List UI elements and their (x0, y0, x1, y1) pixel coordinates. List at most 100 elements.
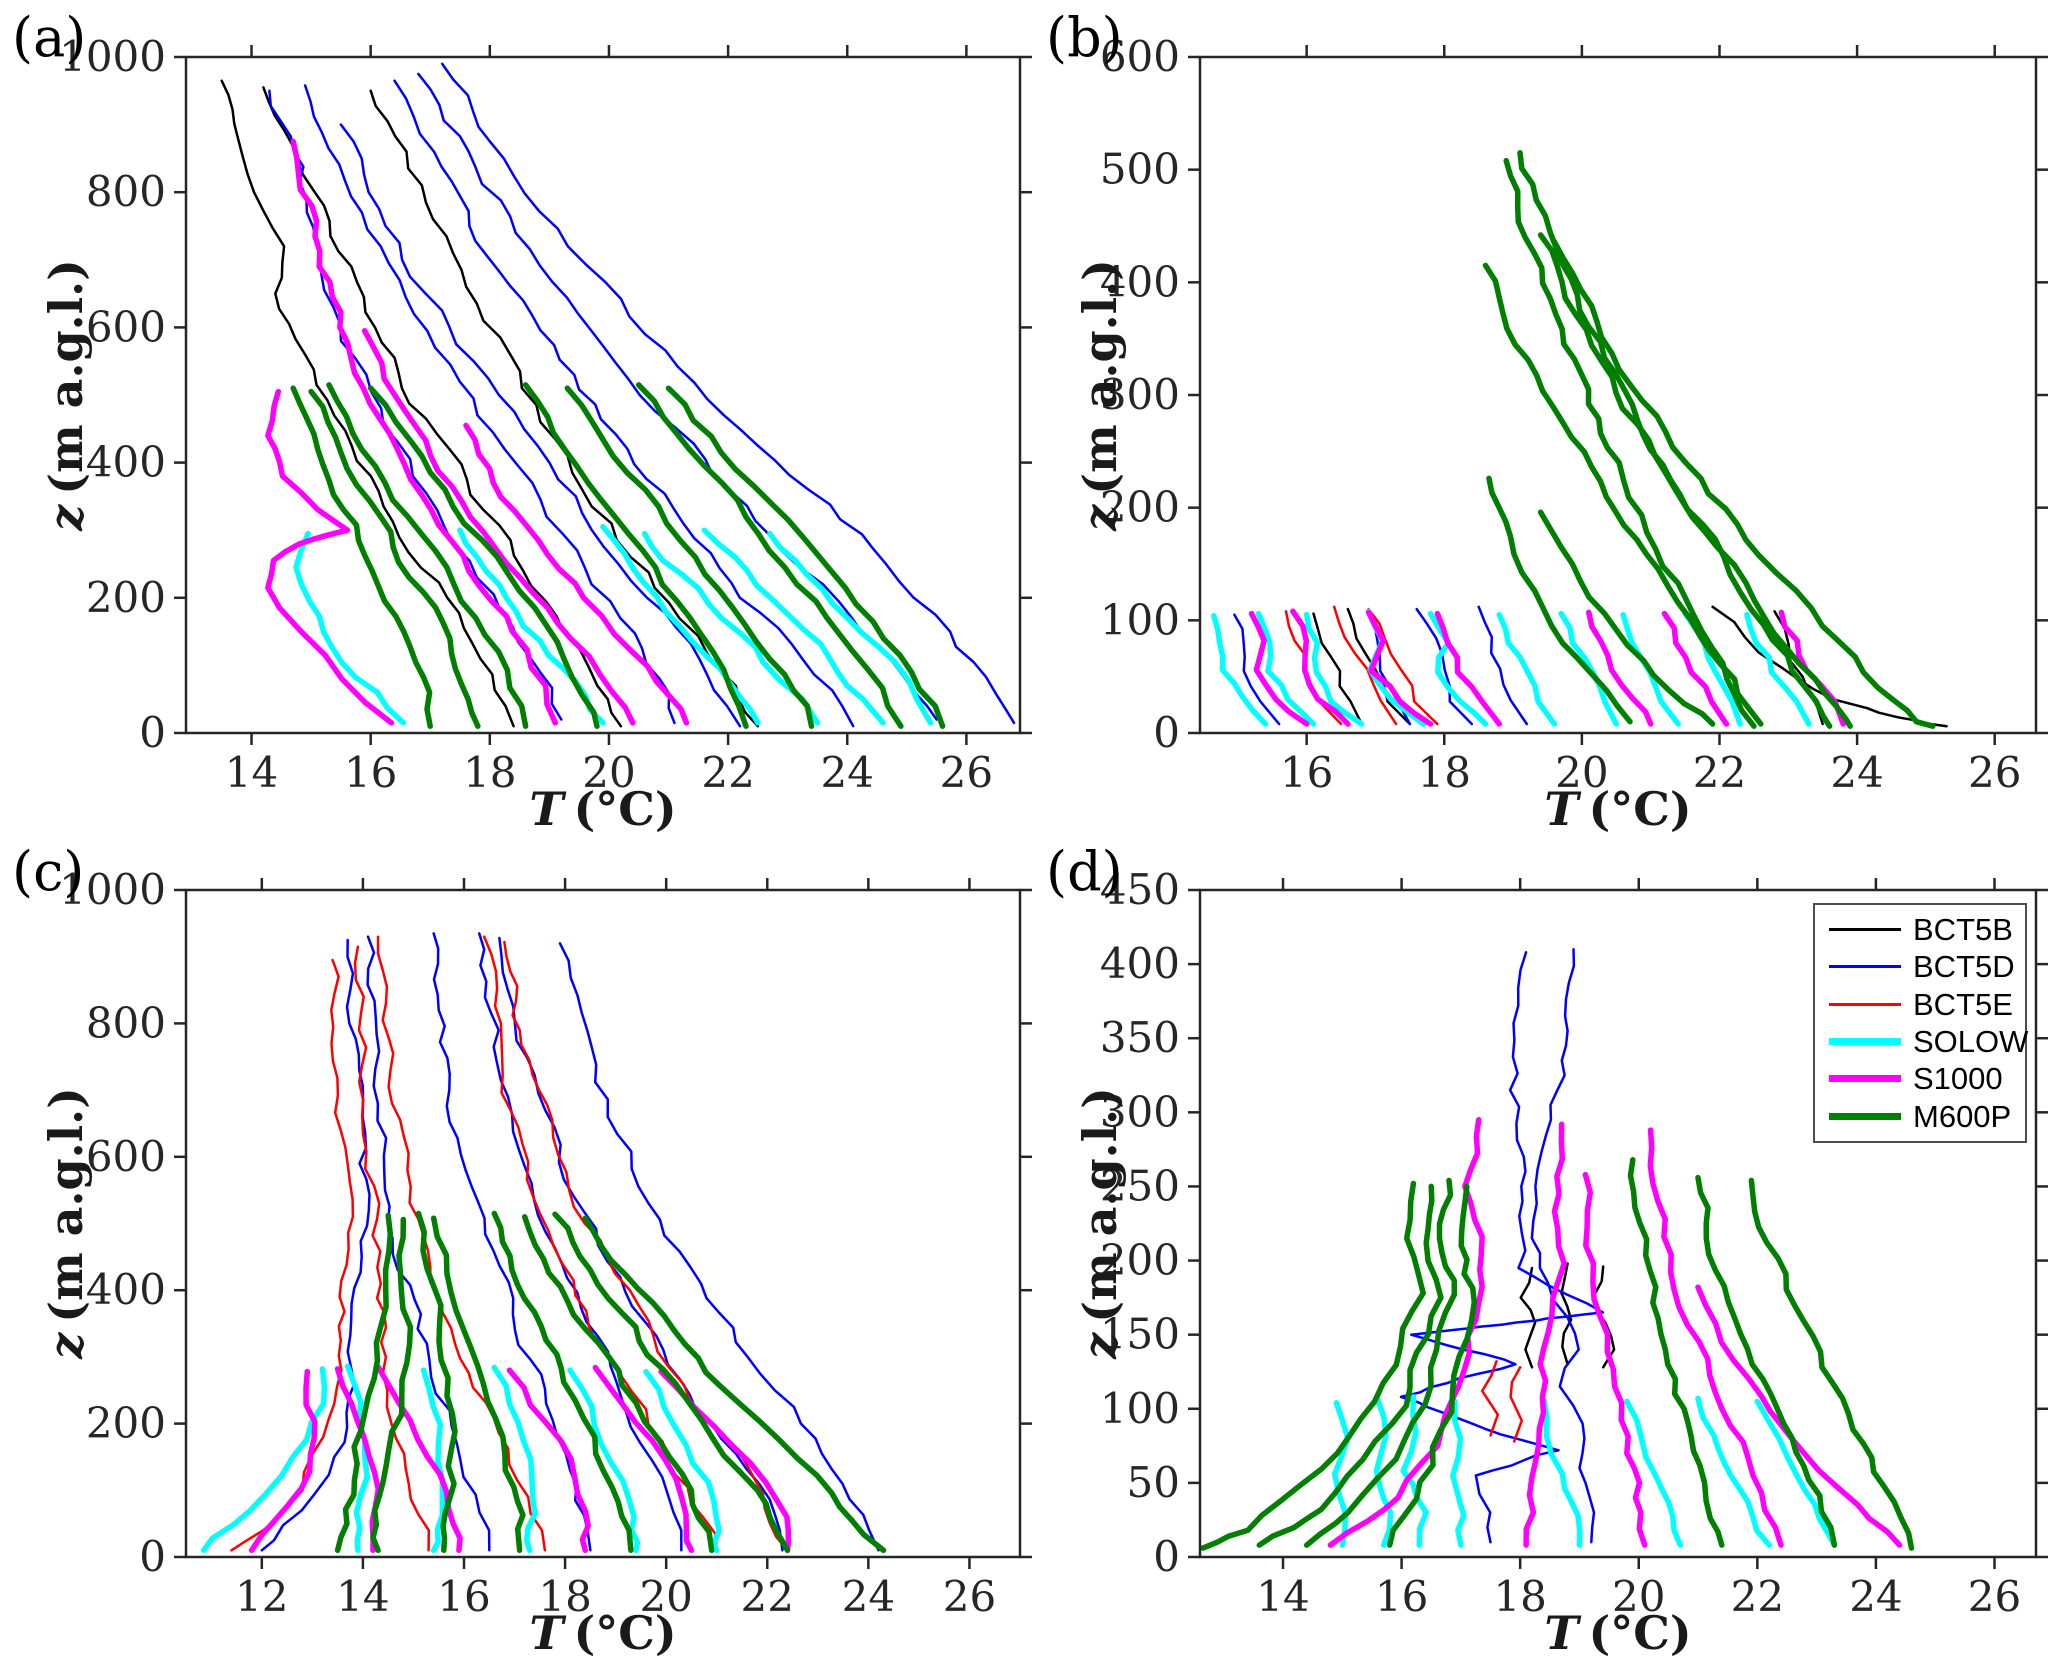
xlabel-panel-a: T (°C) (529, 782, 677, 836)
profile-s1000 (463, 422, 690, 726)
profile-solow (1331, 1400, 1351, 1548)
profile-m600p (1627, 1157, 1725, 1548)
profile-m600p (290, 385, 433, 729)
ylabel-panel-d: z(m a.g.l.) (1073, 1087, 1127, 1359)
profile-solow (1624, 1398, 1684, 1548)
profile-bct5d (558, 942, 880, 1552)
x-tick-label: 14 (1256, 1572, 1309, 1621)
legend-entry-solow: SOLOW (1815, 1026, 2028, 1057)
panel-c: 12 14 16 18 20 22 24 26 0 200 400 600 800 1000 (59, 865, 1032, 1621)
y-tick-label: 150 (1100, 1310, 1180, 1359)
legend-line-sample-solow (1829, 1038, 1901, 1046)
profile-bct5d (417, 72, 938, 721)
profile-bct5d (366, 935, 491, 1552)
y-tick-label: 250 (1100, 1161, 1180, 1210)
profile-s1000 (1582, 1171, 1648, 1548)
profile-s1000 (1365, 609, 1434, 727)
x-tick-label: 16 (437, 1572, 490, 1621)
profile-solow (1303, 611, 1365, 727)
profile-s1000 (290, 138, 559, 726)
ylabel-panel-a: z(m a.g.l.) (39, 259, 93, 531)
x-tick-label: 20 (639, 1572, 692, 1621)
profile-bct5b (1519, 1266, 1537, 1369)
y-tick-label: 200 (1100, 1236, 1180, 1285)
profile-bct5d (440, 62, 1016, 725)
profile-s1000 (1327, 1116, 1485, 1548)
profile-m600p (1695, 1174, 1838, 1548)
profile-m600p (367, 385, 600, 729)
x-tick-label: 22 (741, 1572, 794, 1621)
y-tick-label: 400 (1100, 939, 1180, 988)
profile-solow (641, 530, 821, 726)
y-tick-label: 800 (86, 998, 166, 1047)
profile-bct5d (303, 84, 676, 725)
y-tick-label: 1000 (59, 865, 166, 914)
profile-m600p (1201, 1180, 1426, 1551)
y-tick-label: 600 (86, 1132, 166, 1181)
profile-solow (567, 1367, 641, 1554)
panel-a-profiles (220, 62, 1016, 729)
x-tick-label: 24 (1849, 1572, 1902, 1621)
profile-m600p (1303, 1177, 1458, 1548)
profile-solow (1496, 611, 1558, 727)
x-tick-label: 26 (1968, 1572, 2021, 1621)
profile-bct5b (262, 86, 623, 728)
profile-m600p (334, 1212, 394, 1554)
profile-s1000 (1586, 609, 1654, 727)
legend-line-sample-bct5d (1829, 965, 1901, 969)
x-tick-label: 18 (1418, 748, 1471, 797)
x-tick-label: 12 (235, 1572, 288, 1621)
profile-bct5d (498, 936, 784, 1552)
legend-entry-bct5b: BCT5B (1815, 914, 2025, 945)
profile-bct5d (268, 89, 563, 721)
x-tick-label: 20 (1612, 1572, 1665, 1621)
y-tick-label: 0 (1153, 1532, 1180, 1581)
profile-bct5e (1332, 605, 1398, 726)
profile-m600p (415, 1210, 458, 1554)
x-tick-label: 16 (1280, 748, 1333, 797)
profile-s1000 (1647, 1127, 1784, 1548)
profile-m600p (564, 385, 815, 729)
y-tick-label: 400 (86, 438, 166, 487)
panel-label-c: (c) (12, 840, 85, 903)
profile-m600p (1482, 262, 1764, 727)
profile-bct5b (369, 89, 760, 728)
profile-m600p (370, 1216, 414, 1554)
profile-m600p (552, 1211, 791, 1554)
profile-solow (1754, 1398, 1838, 1548)
panel-c-profiles (200, 932, 887, 1554)
x-tick-label: 18 (1493, 1572, 1546, 1621)
profile-m600p (665, 385, 946, 729)
profile-bct5d (393, 79, 855, 728)
x-tick-label: 16 (1375, 1572, 1428, 1621)
profile-s1000 (361, 328, 636, 726)
profile-bct5e (1367, 607, 1439, 726)
profile-s1000 (1695, 1284, 1903, 1548)
y-tick-label: 1000 (59, 32, 166, 81)
profile-m600p (1551, 239, 1936, 729)
profile-solow (643, 1368, 722, 1554)
x-tick-label: 22 (1693, 748, 1746, 797)
profile-solow (1695, 1395, 1772, 1548)
y-tick-label: 300 (1100, 1087, 1180, 1136)
x-tick-label: 18 (463, 748, 516, 797)
profile-s1000 (248, 1368, 318, 1554)
xlabel-panel-b: T (°C) (1544, 782, 1692, 836)
profile-solow (600, 524, 761, 726)
y-tick-label: 600 (86, 302, 166, 351)
profile-m600p (582, 1215, 887, 1554)
profile-s1000 (1523, 1121, 1567, 1548)
profile-solow (701, 527, 886, 726)
panel-a: 14 16 18 20 22 24 26 0 200 400 600 800 1000 (59, 32, 1032, 797)
profile-bct5d (1233, 613, 1281, 726)
x-tick-label: 22 (701, 748, 754, 797)
y-tick-label: 200 (86, 573, 166, 622)
profile-m600p (1386, 1183, 1478, 1548)
profile-bct5d (339, 123, 742, 728)
x-tick-label: 24 (821, 748, 874, 797)
y-tick-label: 400 (1100, 257, 1180, 306)
y-tick-label: 800 (86, 167, 166, 216)
profile-m600p (1256, 1183, 1444, 1548)
x-tick-label: 14 (336, 1572, 389, 1621)
